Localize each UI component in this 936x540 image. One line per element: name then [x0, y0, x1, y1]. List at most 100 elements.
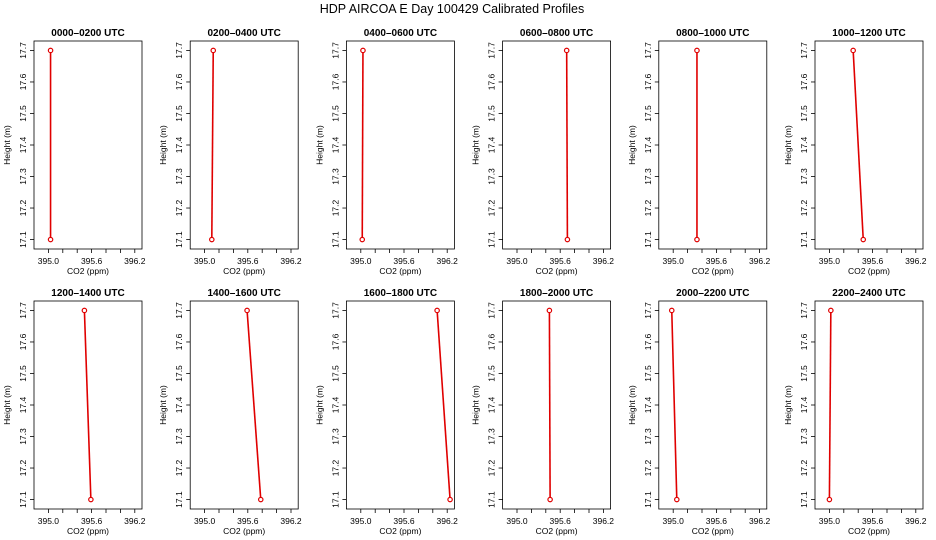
chart-panel: 2000–2200 UTC 395.0 395.6 396.2 17.1 17.2 17.3… [627, 288, 771, 536]
chart-panel: 0600–0800 UTC 395.0 395.6 396.2 17.1 17.2 17.3… [471, 28, 615, 276]
y-tick-label: 17.1 [174, 231, 184, 248]
panel-title: 0200–0400 UTC [208, 28, 281, 39]
panel-title: 1600–1800 UTC [364, 288, 437, 299]
y-tick-label: 17.2 [330, 199, 340, 216]
y-tick-label: 17.4 [18, 136, 28, 153]
x-tick-label: 395.6 [237, 516, 259, 526]
profile-point [434, 307, 440, 314]
chart-panel: 1000–1200 UTC 395.0 395.6 396.2 17.1 17.2 17.3… [783, 28, 927, 276]
y-tick-label: 17.3 [330, 168, 340, 185]
x-axis-label: CO2 (ppm) [223, 526, 265, 536]
profile-point [359, 236, 366, 243]
y-tick-label: 17.4 [18, 396, 28, 413]
y-tick-label: 17.6 [643, 73, 653, 90]
panel-title: 2000–2200 UTC [676, 288, 749, 299]
plot-frame [502, 300, 612, 510]
y-tick-label: 17.3 [799, 168, 809, 185]
profile-point [360, 47, 366, 54]
y-tick-label: 17.4 [330, 396, 340, 413]
panel-title: 0600–0800 UTC [520, 28, 593, 39]
y-tick-label: 17.7 [643, 302, 653, 319]
y-tick-label: 17.7 [487, 302, 497, 319]
x-tick-label: 396.2 [749, 516, 771, 526]
y-axis-label: Height (m) [158, 385, 168, 425]
y-tick-label: 17.1 [643, 491, 653, 508]
y-tick-label: 17.6 [330, 73, 340, 90]
profile-point [673, 496, 680, 503]
x-tick-label: 395.6 [550, 256, 572, 266]
panel-title: 0000–0200 UTC [51, 28, 124, 39]
profile-point [694, 47, 700, 54]
x-tick-label: 395.6 [81, 516, 103, 526]
x-tick-label: 396.2 [905, 256, 927, 266]
profile-line [548, 310, 551, 500]
x-tick-label: 395.6 [393, 256, 415, 266]
x-tick-label: 396.2 [593, 516, 615, 526]
y-tick-label: 17.2 [643, 459, 653, 476]
y-tick-label: 17.6 [18, 333, 28, 350]
chart-panel: 0000–0200 UTC 395.0 395.6 396.2 17.1 17.2 17.3… [2, 28, 146, 276]
panel-grid: 0000–0200 UTC 395.0 395.6 396.2 17.1 17.2 17.3… [2, 28, 927, 536]
profile-point [850, 47, 856, 54]
panel-title: 1800–2000 UTC [520, 288, 593, 299]
y-tick-label: 17.3 [799, 428, 809, 445]
profile-line [670, 310, 678, 500]
y-axis-label: Height (m) [2, 125, 12, 165]
y-tick-label: 17.3 [174, 168, 184, 185]
y-tick-label: 17.5 [643, 365, 653, 382]
x-axis-label: CO2 (ppm) [536, 266, 578, 276]
y-tick-label: 17.7 [18, 302, 28, 319]
y-tick-label: 17.3 [330, 428, 340, 445]
x-tick-label: 395.0 [506, 516, 528, 526]
y-tick-label: 17.4 [643, 136, 653, 153]
y-tick-label: 17.4 [487, 136, 497, 153]
profile-point [826, 496, 833, 503]
x-tick-label: 396.2 [437, 516, 459, 526]
x-tick-label: 395.6 [393, 516, 415, 526]
y-tick-label: 17.3 [487, 168, 497, 185]
profile-line [565, 50, 569, 240]
profile-point [668, 307, 675, 314]
y-axis-label: Height (m) [627, 385, 637, 425]
profile-point [447, 496, 453, 503]
x-axis-label: CO2 (ppm) [692, 526, 734, 536]
y-tick-label: 17.2 [18, 199, 28, 216]
y-tick-label: 17.5 [487, 365, 497, 382]
panel-title: 2200–2400 UTC [832, 288, 905, 299]
profile-point [209, 236, 215, 243]
profile-point [244, 307, 250, 314]
y-axis-label: Height (m) [471, 125, 481, 165]
y-tick-label: 17.1 [330, 231, 340, 248]
y-tick-label: 17.2 [174, 199, 184, 216]
x-tick-label: 395.6 [81, 256, 103, 266]
y-tick-label: 17.5 [18, 105, 28, 122]
y-tick-label: 17.4 [174, 136, 184, 153]
x-tick-label: 396.2 [124, 516, 146, 526]
y-tick-label: 17.1 [330, 491, 340, 508]
profile-point [860, 236, 867, 243]
x-axis-label: CO2 (ppm) [848, 526, 890, 536]
panel-title: 0400–0600 UTC [364, 28, 437, 39]
y-tick-label: 17.3 [643, 428, 653, 445]
chart-panel: 0200–0400 UTC 395.0 395.6 396.2 17.1 17.2 17.3… [158, 28, 302, 276]
y-tick-label: 17.6 [487, 73, 497, 90]
x-tick-label: 396.2 [437, 256, 459, 266]
plot-frame [502, 40, 612, 250]
profile-point [563, 47, 570, 54]
x-tick-label: 395.0 [194, 516, 216, 526]
y-tick-label: 17.2 [643, 199, 653, 216]
y-tick-label: 17.1 [799, 491, 809, 508]
profile-point [828, 307, 834, 314]
y-tick-label: 17.1 [18, 231, 28, 248]
y-tick-label: 17.7 [643, 42, 653, 59]
figure-title: HDP AIRCOA E Day 100429 Calibrated Profi… [320, 2, 584, 16]
chart-panel: 1800–2000 UTC 395.0 395.6 396.2 17.1 17.2 17.3… [471, 288, 615, 536]
y-tick-label: 17.4 [487, 396, 497, 413]
profile-line [246, 310, 262, 500]
panel-title: 1400–1600 UTC [208, 288, 281, 299]
y-tick-label: 17.5 [174, 105, 184, 122]
y-axis-label: Height (m) [314, 125, 324, 165]
y-tick-label: 17.1 [487, 231, 497, 248]
y-tick-label: 17.6 [799, 333, 809, 350]
y-tick-label: 17.1 [643, 231, 653, 248]
